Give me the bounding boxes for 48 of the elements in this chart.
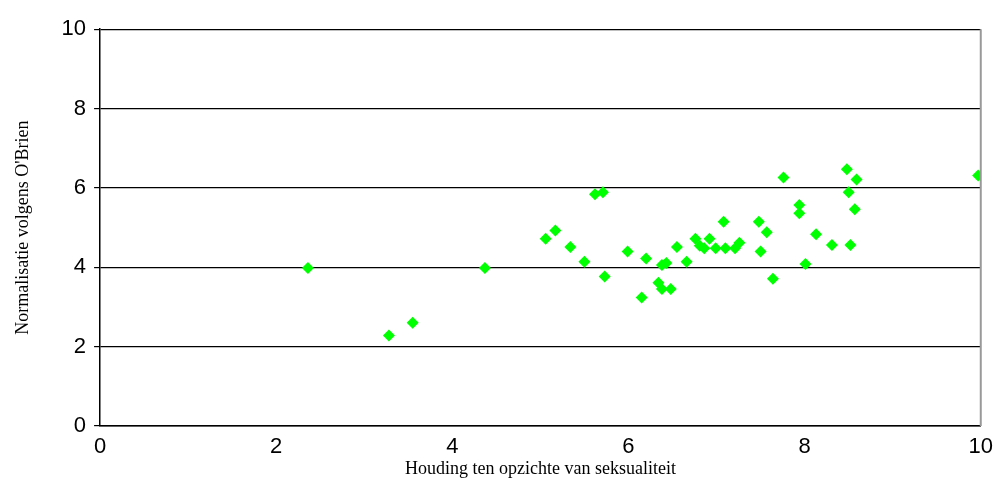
- point: [382, 329, 395, 342]
- point: [752, 215, 765, 228]
- x-tick-label: 0: [93, 433, 107, 459]
- point: [825, 239, 838, 252]
- x-tick-label: 2: [270, 433, 283, 459]
- point: [844, 239, 857, 252]
- y-tick-label: 4: [73, 253, 87, 279]
- point: [478, 262, 491, 275]
- x-tick-label: 6: [622, 433, 635, 459]
- point: [810, 228, 823, 241]
- point: [703, 232, 716, 245]
- y-tick-label: 8: [73, 94, 87, 120]
- point: [635, 291, 648, 304]
- point: [754, 245, 767, 258]
- point: [655, 283, 668, 296]
- y-tick-label: 2: [73, 332, 87, 358]
- point: [564, 241, 577, 254]
- point: [766, 272, 779, 285]
- point: [539, 232, 552, 245]
- point: [689, 232, 702, 245]
- point: [842, 186, 855, 199]
- point: [733, 236, 746, 249]
- point: [301, 262, 314, 275]
- y-tick-label: 10: [61, 15, 87, 41]
- point: [717, 215, 730, 228]
- point: [680, 255, 693, 268]
- y-tick-label: 0: [73, 412, 87, 438]
- point: [621, 245, 634, 258]
- point: [670, 241, 683, 254]
- y-tick-label: 6: [73, 173, 87, 199]
- point: [840, 163, 853, 176]
- point: [777, 171, 790, 184]
- point: [760, 226, 773, 239]
- x-axis-title: Houding ten opzichte van seksualiteit: [404, 457, 676, 478]
- point: [549, 224, 562, 237]
- point: [850, 173, 863, 186]
- point: [709, 242, 722, 255]
- x-tick-label: 4: [446, 433, 459, 459]
- x-tick-label: 10: [968, 433, 994, 459]
- point: [719, 242, 732, 255]
- y-axis-title: Normalisatie volgens O'Brien: [11, 120, 32, 335]
- x-tick-label: 8: [798, 433, 811, 459]
- point: [578, 255, 591, 268]
- point: [598, 270, 611, 283]
- point: [799, 258, 812, 271]
- point: [640, 252, 653, 265]
- point: [406, 316, 419, 329]
- point: [848, 203, 861, 216]
